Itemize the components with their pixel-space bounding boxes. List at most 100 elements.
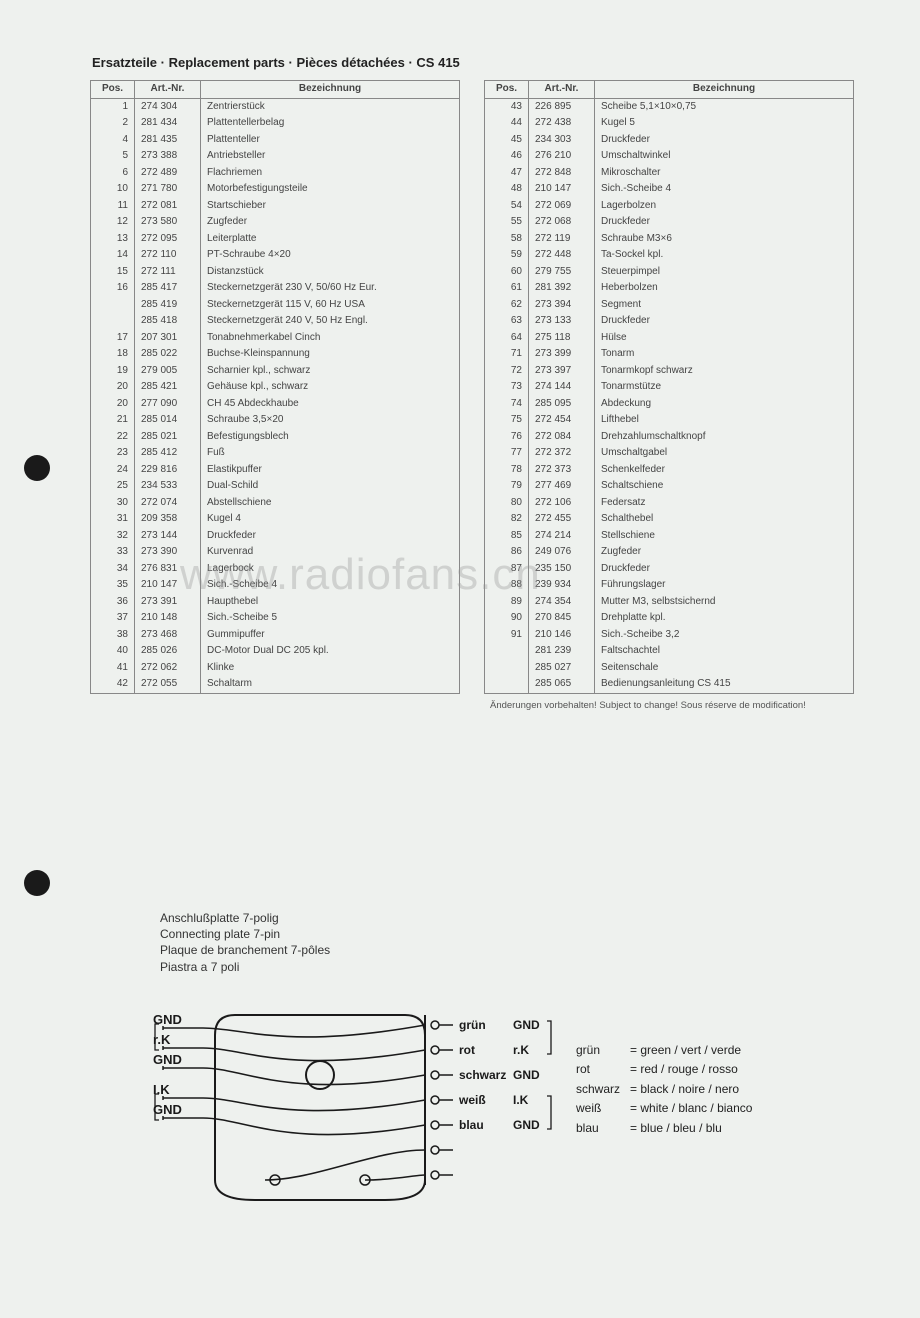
cell-pos: 41 xyxy=(91,660,135,677)
cell-art: 279 005 xyxy=(135,363,201,380)
cell-art: 209 358 xyxy=(135,511,201,528)
table-row: 59272 448Ta-Sockel kpl. xyxy=(485,247,854,264)
cell-art: 272 454 xyxy=(529,412,595,429)
cell-bez: PT-Schraube 4×20 xyxy=(201,247,460,264)
cell-art: 249 076 xyxy=(529,544,595,561)
cell-art: 273 468 xyxy=(135,627,201,644)
color-trans: = blue / bleu / blu xyxy=(626,1120,756,1137)
cell-bez: Druckfeder xyxy=(595,132,854,149)
svg-text:GND: GND xyxy=(153,1052,182,1067)
table-row: 19279 005Scharnier kpl., schwarz xyxy=(91,363,460,380)
svg-text:grün: grün xyxy=(459,1018,486,1032)
table-row: 20277 090CH 45 Abdeckhaube xyxy=(91,396,460,413)
cell-pos: 17 xyxy=(91,330,135,347)
cell-pos: 32 xyxy=(91,528,135,545)
table-row: 42272 055Schaltarm xyxy=(91,676,460,693)
cell-art: 281 435 xyxy=(135,132,201,149)
color-name: grün xyxy=(572,1042,624,1059)
cell-art: 272 119 xyxy=(529,231,595,248)
color-trans: = black / noire / nero xyxy=(626,1081,756,1098)
cell-bez: Gummipuffer xyxy=(201,627,460,644)
cell-pos: 59 xyxy=(485,247,529,264)
table-row: 22285 021Befestigungsblech xyxy=(91,429,460,446)
table-row: 2281 434Plattentellerbelag xyxy=(91,115,460,132)
cell-bez: Faltschachtel xyxy=(595,643,854,660)
cell-art: 273 394 xyxy=(529,297,595,314)
table-row: 54272 069Lagerbolzen xyxy=(485,198,854,215)
punch-hole xyxy=(24,455,50,481)
table-row: 80272 106Federsatz xyxy=(485,495,854,512)
cell-bez: Heberbolzen xyxy=(595,280,854,297)
table-row: 76272 084Drehzahlumschaltknopf xyxy=(485,429,854,446)
cell-pos: 23 xyxy=(91,445,135,462)
color-key-row: rot= red / rouge / rosso xyxy=(572,1061,756,1078)
cell-bez: Scheibe 5,1×10×0,75 xyxy=(595,98,854,115)
cell-bez: Druckfeder xyxy=(595,313,854,330)
cell-art: 279 755 xyxy=(529,264,595,281)
cell-art: 272 110 xyxy=(135,247,201,264)
cell-bez: Sich.-Scheibe 4 xyxy=(201,577,460,594)
table-row: 91210 146Sich.-Scheibe 3,2 xyxy=(485,627,854,644)
cell-bez: Mutter M3, selbstsichernd xyxy=(595,594,854,611)
cell-art: 275 118 xyxy=(529,330,595,347)
cell-bez: Scharnier kpl., schwarz xyxy=(201,363,460,380)
cell-pos: 47 xyxy=(485,165,529,182)
cell-bez: Lagerbock xyxy=(201,561,460,578)
col-art: Art.-Nr. xyxy=(529,81,595,99)
table-row: 31209 358Kugel 4 xyxy=(91,511,460,528)
cell-pos: 18 xyxy=(91,346,135,363)
cell-art: 270 845 xyxy=(529,610,595,627)
table-row: 89274 354Mutter M3, selbstsichernd xyxy=(485,594,854,611)
cell-bez: Steckernetzgerät 240 V, 50 Hz Engl. xyxy=(201,313,460,330)
cell-art: 272 372 xyxy=(529,445,595,462)
cell-art: 272 062 xyxy=(135,660,201,677)
table-row: 40285 026DC-Motor Dual DC 205 kpl. xyxy=(91,643,460,660)
cell-bez: Schaltarm xyxy=(201,676,460,693)
cell-pos: 1 xyxy=(91,98,135,115)
cell-bez: Lifthebel xyxy=(595,412,854,429)
cell-bez: Startschieber xyxy=(201,198,460,215)
cell-bez: Hülse xyxy=(595,330,854,347)
table-row: 20285 421Gehäuse kpl., schwarz xyxy=(91,379,460,396)
cell-art: 272 081 xyxy=(135,198,201,215)
svg-text:GND: GND xyxy=(513,1068,540,1082)
cell-pos: 60 xyxy=(485,264,529,281)
cell-bez: Plattenteller xyxy=(201,132,460,149)
cell-pos: 87 xyxy=(485,561,529,578)
cell-pos: 90 xyxy=(485,610,529,627)
cell-bez: Sich.-Scheibe 5 xyxy=(201,610,460,627)
tables-container: Pos. Art.-Nr. Bezeichnung 1274 304Zentri… xyxy=(90,80,870,694)
cell-pos: 91 xyxy=(485,627,529,644)
color-name: weiß xyxy=(572,1100,624,1117)
cell-pos: 42 xyxy=(91,676,135,693)
cell-bez: Tonarm xyxy=(595,346,854,363)
cell-bez: Schraube M3×6 xyxy=(595,231,854,248)
cell-art: 273 133 xyxy=(529,313,595,330)
cell-bez: Dual-Schild xyxy=(201,478,460,495)
table-row: 285 027Seitenschale xyxy=(485,660,854,677)
cell-bez: Leiterplatte xyxy=(201,231,460,248)
cell-art: 272 373 xyxy=(529,462,595,479)
cell-art: 210 148 xyxy=(135,610,201,627)
cell-art: 281 392 xyxy=(529,280,595,297)
cell-pos: 34 xyxy=(91,561,135,578)
cell-bez: Drehplatte kpl. xyxy=(595,610,854,627)
table-row: 281 239Faltschachtel xyxy=(485,643,854,660)
cell-pos: 58 xyxy=(485,231,529,248)
cell-pos: 16 xyxy=(91,280,135,297)
cell-pos: 79 xyxy=(485,478,529,495)
cell-art: 285 418 xyxy=(135,313,201,330)
cell-art: 272 438 xyxy=(529,115,595,132)
cell-pos: 44 xyxy=(485,115,529,132)
col-pos: Pos. xyxy=(91,81,135,99)
cell-art: 276 831 xyxy=(135,561,201,578)
cell-art: 285 065 xyxy=(529,676,595,693)
table-row: 30272 074Abstellschiene xyxy=(91,495,460,512)
cell-pos: 77 xyxy=(485,445,529,462)
cell-art: 273 388 xyxy=(135,148,201,165)
svg-text:GND: GND xyxy=(513,1118,540,1132)
table-row: 79277 469Schaltschiene xyxy=(485,478,854,495)
cell-art: 274 354 xyxy=(529,594,595,611)
color-trans: = red / rouge / rosso xyxy=(626,1061,756,1078)
table-row: 86249 076Zugfeder xyxy=(485,544,854,561)
